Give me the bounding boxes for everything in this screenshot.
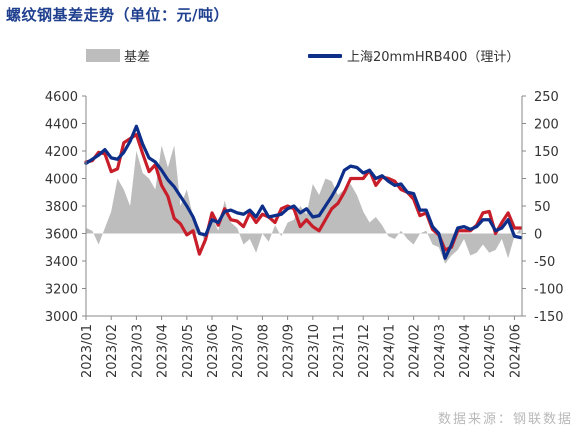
left-axis-tick-label: 4000 [45,173,78,188]
x-axis-tick-label: 2023/01 [80,324,95,378]
left-axis-tick-label: 3800 [45,200,78,215]
x-axis-tick-label: 2023/02 [105,324,120,378]
left-axis-tick-label: 4400 [45,118,78,133]
x-axis-tick-label: 2023/06 [206,324,221,378]
x-axis-tick-label: 2024/04 [458,324,473,378]
x-axis-tick-label: 2023/08 [256,324,271,378]
right-axis-tick-label: -100 [534,283,564,298]
x-axis-tick-label: 2023/10 [307,324,322,378]
legend-swatch-basis [86,49,120,62]
source-watermark: 数据来源：钢联数据 [437,412,573,427]
right-axis-tick-label: 150 [534,145,559,160]
axes-layer: 4600 4400 4200 4000 3800 3600 3400 3200 3000 250 2… [45,90,564,378]
left-axis-tick-label: 3000 [45,310,78,325]
x-axis-tick-label: 2024/03 [433,324,448,378]
chart-title: 螺纹钢基差走势（单位：元/吨） [6,6,229,24]
x-axis-tick-label: 2023/11 [332,324,347,378]
right-axis-tick-label: -50 [534,255,555,270]
x-axis-tick-label: 2024/02 [408,324,423,378]
left-axis-tick-label: 3600 [45,228,78,243]
legend-label-basis: 基差 [124,50,151,65]
basis-area-layer [86,145,521,264]
legend-item-basis: 基差 [86,46,150,65]
x-axis-tick-label: 2023/05 [181,324,196,378]
x-axis-tick-label: 2023/07 [231,324,246,378]
right-axis-tick-label: 200 [534,118,559,133]
right-axis-tick-label: 0 [534,228,542,243]
x-axis-tick-label: 2024/05 [483,324,498,378]
legend-item-rebar-price: 上海20mmHRB400（理计） [308,46,519,65]
legend-label-rebar-price: 上海20mmHRB400（理计） [347,50,520,65]
right-axis-tick-label: 50 [534,200,551,215]
x-axis-tick-label: 2024/01 [382,324,397,378]
x-axis-tick-label: 2024/06 [508,324,523,378]
legend-swatch-rebar-price [308,53,342,58]
basis-area [86,145,521,264]
right-axis-tick-label: -150 [534,310,564,325]
x-axis-tick-label: 2023/04 [156,324,171,378]
x-axis-tick-label: 2023/09 [282,324,297,378]
right-axis-tick-label: 100 [534,173,559,188]
left-axis-tick-label: 4600 [45,90,78,105]
x-axis-tick-label: 2023/03 [130,324,145,378]
right-axis-tick-label: 250 [534,90,559,105]
left-axis-tick-label: 3200 [45,283,78,298]
left-axis-tick-label: 3400 [45,255,78,270]
left-axis-tick-label: 4200 [45,145,78,160]
rebar-price-line [84,124,523,260]
price-lines-layer [84,124,523,260]
x-axis-tick-label: 2023/12 [357,324,372,378]
